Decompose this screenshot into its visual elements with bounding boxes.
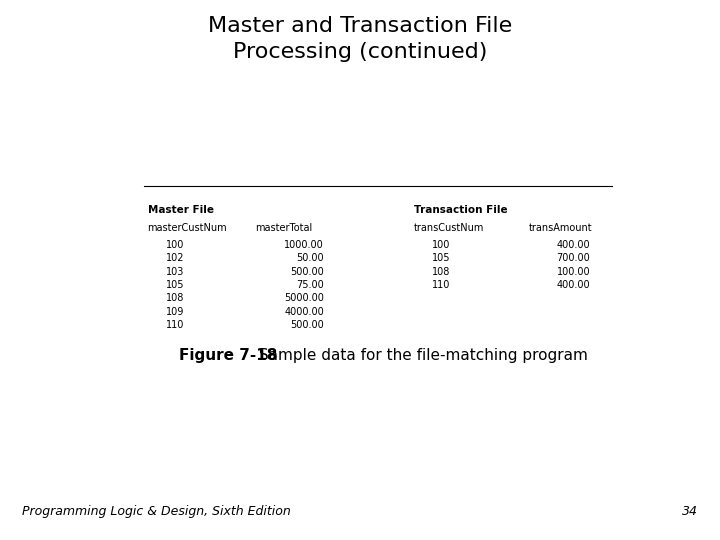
Text: 105: 105 [432, 253, 451, 264]
Text: 103: 103 [166, 267, 184, 276]
Text: 109: 109 [166, 307, 184, 316]
Text: 5000.00: 5000.00 [284, 293, 324, 303]
Text: 100.00: 100.00 [557, 267, 590, 276]
Text: transAmount: transAmount [529, 224, 593, 233]
Text: Transaction File: Transaction File [414, 205, 508, 215]
Text: 105: 105 [166, 280, 184, 290]
Text: 108: 108 [166, 293, 184, 303]
Text: 1000.00: 1000.00 [284, 240, 324, 250]
Text: masterCustNum: masterCustNum [148, 224, 228, 233]
Text: masterTotal: masterTotal [256, 224, 313, 233]
Text: 108: 108 [432, 267, 451, 276]
Text: Figure 7-18: Figure 7-18 [179, 348, 277, 363]
Text: Master File: Master File [148, 205, 214, 215]
Text: 102: 102 [166, 253, 184, 264]
Text: transCustNum: transCustNum [414, 224, 485, 233]
Text: 34: 34 [683, 505, 698, 518]
Text: 50.00: 50.00 [297, 253, 324, 264]
Text: Programming Logic & Design, Sixth Edition: Programming Logic & Design, Sixth Editio… [22, 505, 290, 518]
Text: 700.00: 700.00 [557, 253, 590, 264]
Text: 110: 110 [432, 280, 451, 290]
Text: 4000.00: 4000.00 [284, 307, 324, 316]
Text: 110: 110 [166, 320, 184, 330]
Text: 100: 100 [432, 240, 451, 250]
Text: 75.00: 75.00 [296, 280, 324, 290]
Text: 400.00: 400.00 [557, 280, 590, 290]
Text: 500.00: 500.00 [290, 320, 324, 330]
Text: 100: 100 [166, 240, 184, 250]
Text: 500.00: 500.00 [290, 267, 324, 276]
Text: Sample data for the file-matching program: Sample data for the file-matching progra… [254, 348, 588, 363]
Text: Master and Transaction File
Processing (continued): Master and Transaction File Processing (… [208, 16, 512, 62]
Text: 400.00: 400.00 [557, 240, 590, 250]
